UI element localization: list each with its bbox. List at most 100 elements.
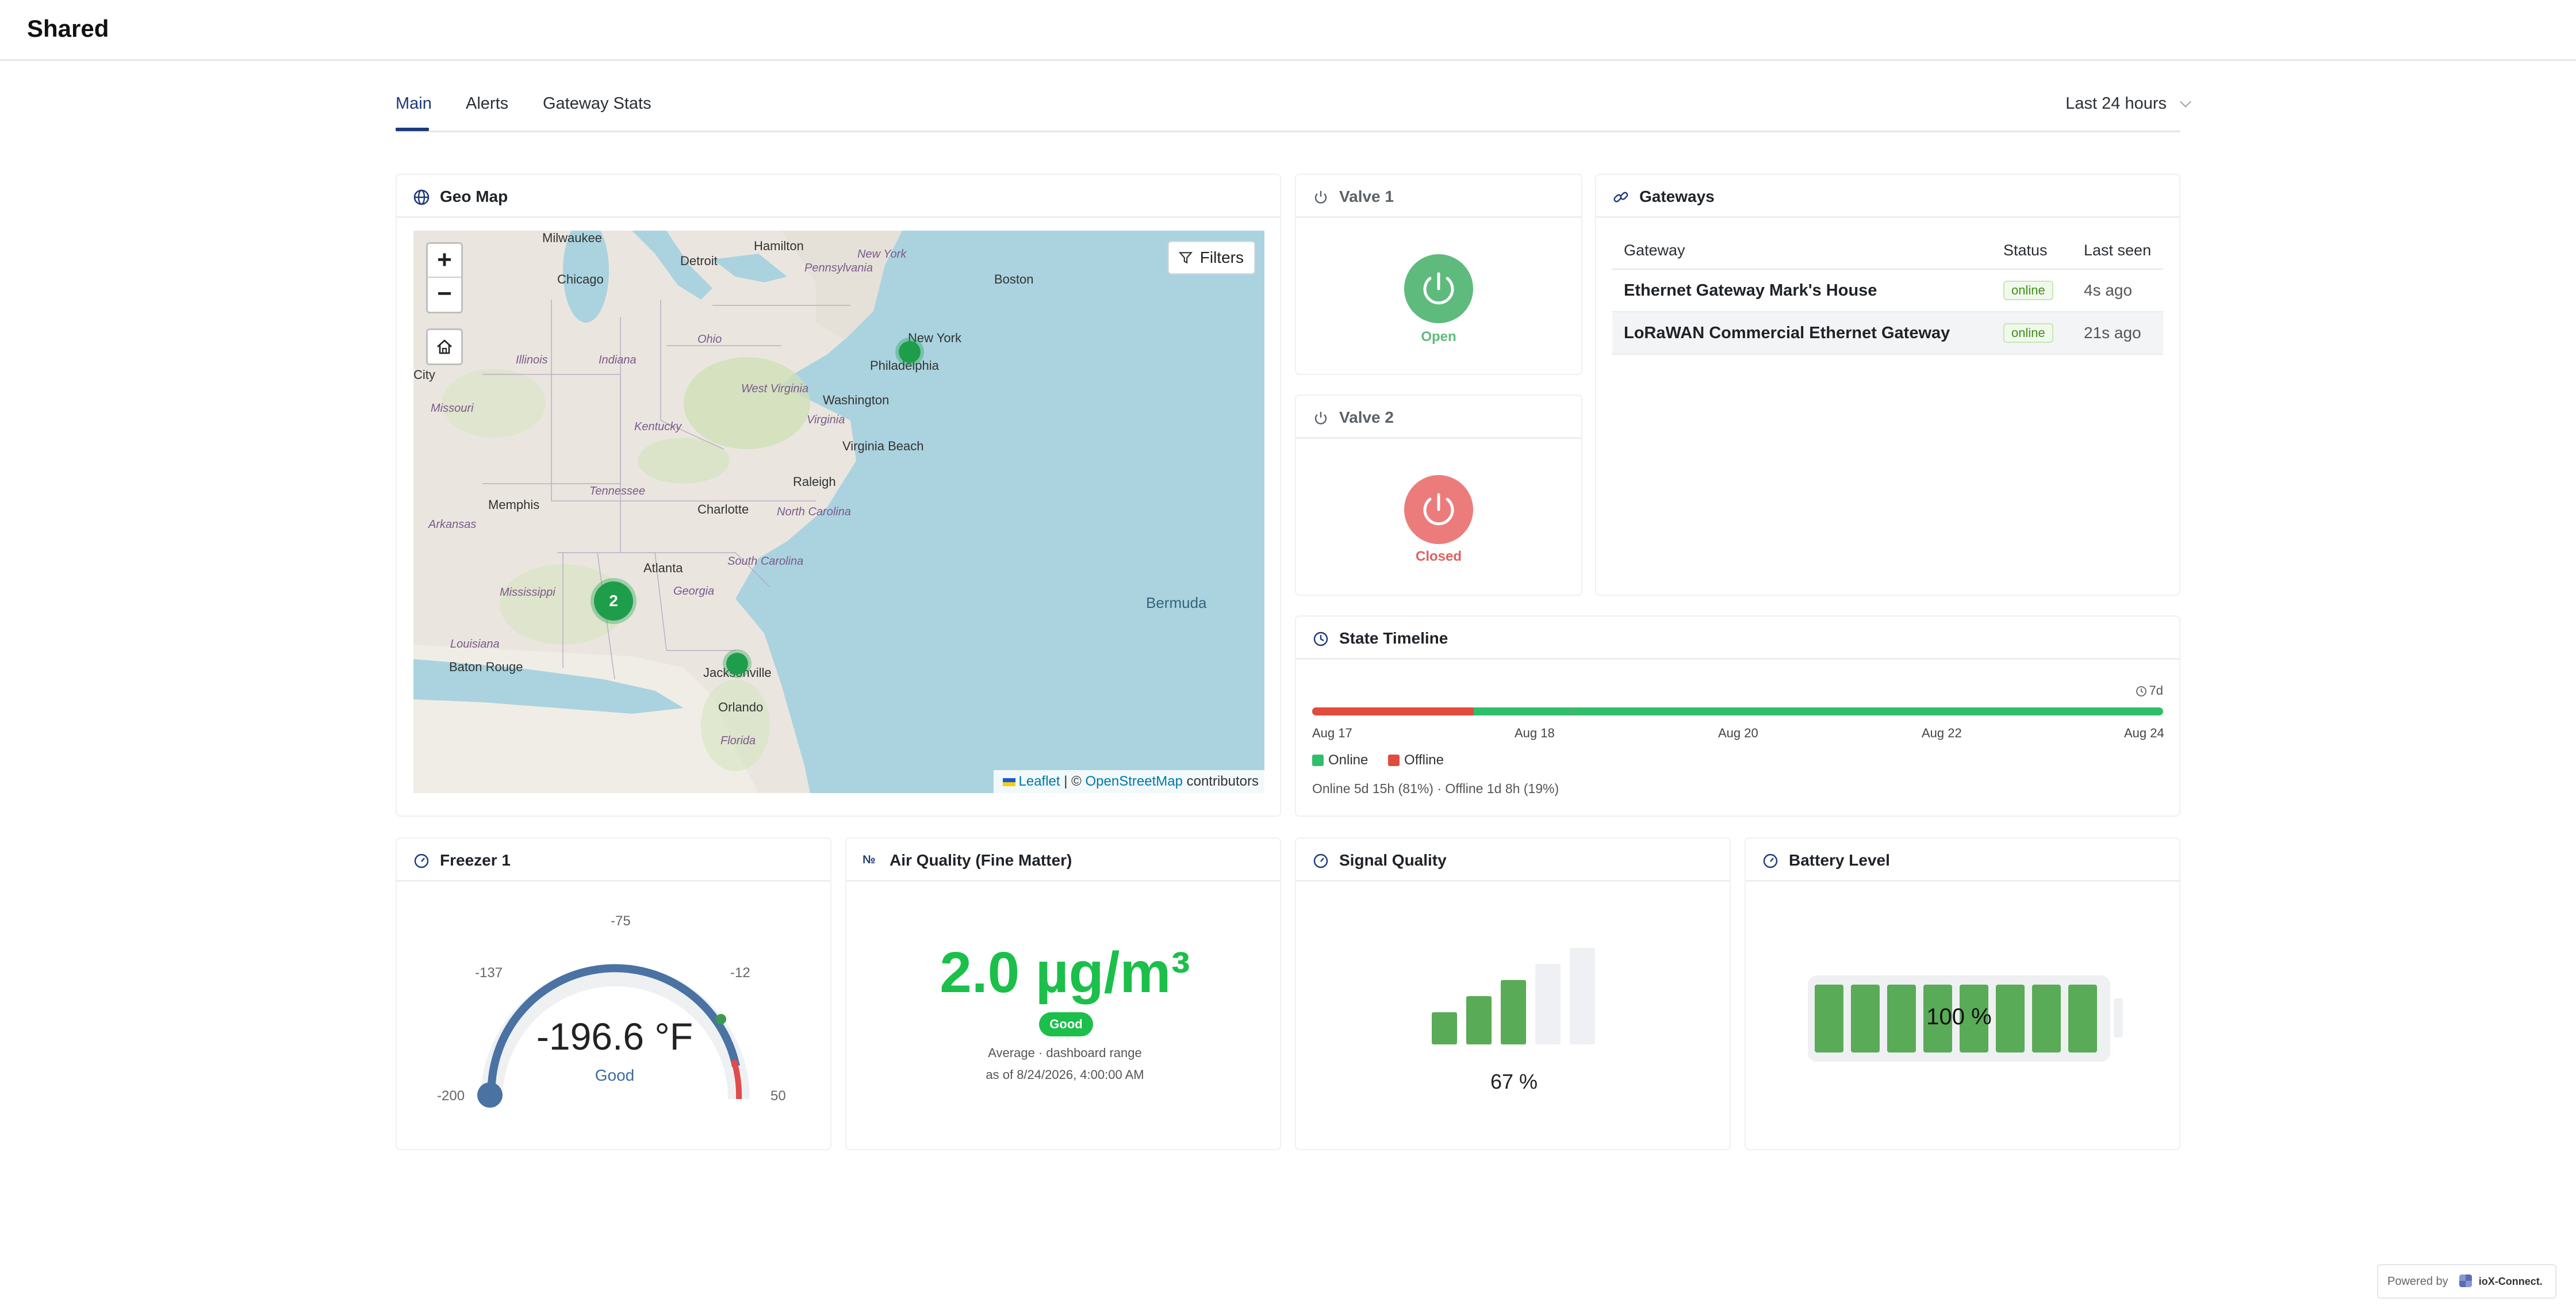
- gateways-card: Gateways Gateway Status Last seen Ethern…: [1595, 174, 2180, 596]
- signal-value: 67 %: [1490, 1070, 1538, 1093]
- signal-bar: [1466, 996, 1492, 1044]
- map-canvas[interactable]: Milwaukee Hamilton Detroit New York Bost…: [413, 231, 1264, 793]
- signal-bars: [1432, 948, 1604, 1044]
- valve-2-card: Valve 2 Closed: [1295, 395, 1582, 596]
- battery-level-title: Battery Level: [1789, 851, 1890, 869]
- map-label: New York: [857, 248, 907, 261]
- legend-swatch-online: [1312, 755, 1324, 766]
- map-label: Louisiana: [450, 638, 500, 650]
- timeline-range-label: 7d: [2149, 683, 2163, 698]
- signal-bar: [1432, 1012, 1457, 1044]
- leaflet-link[interactable]: Leaflet: [1018, 774, 1060, 789]
- timeline-bar[interactable]: [1312, 707, 2163, 715]
- tab-gateway-stats[interactable]: Gateway Stats: [543, 94, 651, 113]
- map-label: Orlando: [718, 700, 764, 714]
- map-label: North Carolina: [777, 506, 851, 518]
- map-label: Raleigh: [793, 474, 836, 489]
- map-label: Ohio: [697, 333, 722, 346]
- legend-swatch-offline: [1388, 755, 1400, 766]
- valve-1-title: Valve 1: [1339, 187, 1394, 205]
- map-label: Arkansas: [428, 518, 477, 531]
- freezer-gauge: [477, 964, 750, 1108]
- map-pin-marker[interactable]: [899, 341, 921, 363]
- timeline-offline-segment: [1312, 707, 1474, 715]
- map-pin-marker[interactable]: [726, 653, 748, 675]
- timeline-axis-label: Aug 18: [1515, 726, 1555, 740]
- card-header: Battery Level: [1746, 839, 2179, 882]
- timeline-axis-label: Aug 22: [1922, 726, 1962, 740]
- map-label: Atlanta: [643, 561, 683, 575]
- card-header: № Air Quality (Fine Matter): [846, 839, 1280, 882]
- home-icon: [437, 339, 452, 354]
- top-bar: Shared: [0, 0, 2576, 61]
- signal-quality-card: Signal Quality 67 %: [1295, 837, 1731, 1150]
- map-label: Mississippi: [500, 586, 555, 599]
- map-label: Kentucky: [634, 420, 682, 433]
- gauge-tick-label: 50: [770, 1088, 786, 1104]
- osm-link[interactable]: OpenStreetMap: [1085, 774, 1183, 789]
- clock-icon: [2136, 686, 2146, 696]
- battery-cell: [1960, 985, 1988, 1052]
- active-tab-indicator: [396, 128, 429, 131]
- tab-alerts[interactable]: Alerts: [466, 94, 509, 113]
- table-row[interactable]: LoRaWAN Commercial Ethernet Gateway onli…: [1612, 312, 2163, 355]
- map-cluster-marker[interactable]: 2: [594, 581, 633, 621]
- card-header: Gateways: [1596, 175, 2179, 218]
- status-badge: online: [2003, 281, 2053, 300]
- globe-icon: [413, 189, 430, 205]
- gateway-name: LoRaWAN Commercial Ethernet Gateway: [1624, 323, 1950, 342]
- air-quality-value: 2.0 µg/m³: [940, 940, 1190, 1005]
- valve-2-toggle-button[interactable]: [1404, 475, 1473, 544]
- gauge-icon: [1313, 853, 1328, 868]
- valve-1-toggle-button[interactable]: [1404, 254, 1473, 323]
- powered-by-label: Powered by: [2387, 1275, 2448, 1288]
- map-label: Boston: [994, 272, 1034, 286]
- map-label: Illinois: [516, 354, 548, 366]
- attribution-suffix: contributors: [1182, 774, 1259, 789]
- valve-1-state: Open: [1421, 329, 1456, 345]
- status-badge: online: [2003, 323, 2053, 343]
- battery-value: 100 %: [1926, 1004, 1992, 1029]
- timeline-marker: [1571, 707, 1573, 715]
- powered-by-badge[interactable]: Powered by ioX-Connect.: [2377, 1264, 2556, 1299]
- air-quality-badge: Good: [1039, 1012, 1093, 1036]
- timeline-axis-label: Aug 20: [1718, 726, 1758, 740]
- zoom-out-button[interactable]: −: [437, 280, 452, 308]
- signal-quality-title: Signal Quality: [1339, 851, 1447, 869]
- map-label: Chicago: [557, 272, 604, 286]
- signal-bar: [1570, 948, 1595, 1044]
- card-header: State Timeline: [1296, 617, 2179, 660]
- battery-cell: [1887, 985, 1916, 1052]
- table-header-row: Gateway Status Last seen: [1612, 232, 2163, 270]
- map-label: Virginia Beach: [842, 439, 924, 453]
- column-header: Last seen: [2072, 232, 2163, 270]
- zoom-in-button[interactable]: +: [428, 244, 461, 278]
- battery-cell: [1996, 985, 2025, 1052]
- home-button[interactable]: [426, 328, 463, 365]
- battery-cell: [1923, 985, 1952, 1052]
- battery-terminal: [2114, 998, 2123, 1038]
- power-icon: [1314, 412, 1327, 424]
- map-label: Washington: [823, 393, 890, 407]
- battery-cell: [1815, 985, 1843, 1052]
- map-label: West Virginia: [741, 382, 809, 395]
- ukraine-flag-icon: [1002, 778, 1015, 786]
- table-row[interactable]: Ethernet Gateway Mark's House online 4s …: [1612, 269, 2163, 312]
- geo-map-card: Geo Map: [396, 174, 1281, 817]
- time-range-select[interactable]: Last 24 hours: [2065, 94, 2191, 113]
- map-label: Baton Rouge: [449, 660, 523, 674]
- brand-logo-icon: [2459, 1274, 2472, 1287]
- filters-button[interactable]: Filters: [1167, 241, 1255, 274]
- signal-bar: [1501, 980, 1526, 1044]
- timeline-legend: Online Offline: [1312, 752, 1444, 768]
- tab-main[interactable]: Main: [396, 94, 432, 113]
- map-label: New York: [908, 331, 961, 345]
- valve-2-state: Closed: [1415, 549, 1462, 564]
- freezer-status: Good: [595, 1066, 635, 1084]
- battery-body: 100 %: [1808, 975, 2110, 1062]
- gauge-tick-label: -12: [730, 965, 750, 981]
- map-label: Detroit: [680, 254, 718, 268]
- power-icon: [1423, 272, 1454, 305]
- chevron-down-icon: [2180, 96, 2191, 108]
- card-header: Geo Map: [397, 175, 1280, 218]
